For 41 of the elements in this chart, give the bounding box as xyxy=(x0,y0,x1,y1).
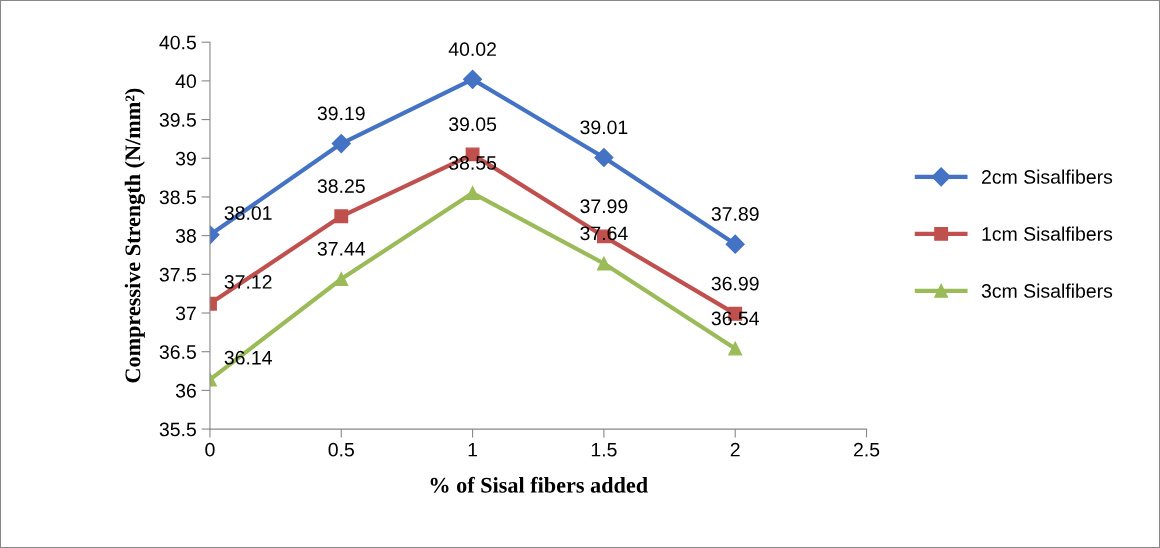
y-tick-label: 40 xyxy=(175,74,197,89)
data-label: 36.99 xyxy=(711,276,759,291)
x-tick-label: 1 xyxy=(468,442,478,457)
data-label: 39.01 xyxy=(580,120,628,135)
data-label: 38.25 xyxy=(317,179,365,194)
y-tick-label: 37 xyxy=(175,306,196,321)
y-tick-label: 38.5 xyxy=(159,190,196,205)
x-tick-label: 1.5 xyxy=(591,442,617,457)
x-tick-label: 0 xyxy=(205,442,215,457)
point xyxy=(594,147,614,168)
point xyxy=(725,234,745,254)
y-tick-label: 40.5 xyxy=(159,35,196,50)
point xyxy=(463,69,483,89)
point xyxy=(728,341,743,356)
legend-label: 1cm Sisalfibers xyxy=(982,226,1113,241)
legend-label: 2cm Sisalfibers xyxy=(981,169,1113,184)
y-tick-label: 36.5 xyxy=(159,345,196,359)
point xyxy=(596,256,611,271)
point xyxy=(331,134,351,154)
y-axis-title: Compressive Strength (N/mm²) xyxy=(124,88,146,383)
point xyxy=(465,186,480,201)
y-tick-label: 37.5 xyxy=(159,267,196,282)
data-label: 37.44 xyxy=(317,241,366,256)
legend-label: 3cm Sisalfibers xyxy=(981,283,1113,298)
y-tick-label: 35.5 xyxy=(159,422,196,437)
x-tick-label: 0.5 xyxy=(328,442,354,457)
data-label: 39.05 xyxy=(449,117,497,132)
x-tick-label: 2 xyxy=(730,442,740,457)
data-label: 37.89 xyxy=(711,207,759,221)
y-tick-label: 39.5 xyxy=(159,113,196,127)
y-tick-label: 39 xyxy=(175,151,196,166)
data-label: 40.02 xyxy=(448,42,496,57)
y-tick-label: 38 xyxy=(175,229,196,243)
y-tick-label: 36 xyxy=(175,383,196,398)
x-tick-label: 2.5 xyxy=(853,442,880,457)
data-label: 37.99 xyxy=(580,199,628,214)
point xyxy=(334,272,349,286)
point xyxy=(334,209,349,224)
data-label: 39.19 xyxy=(317,106,365,121)
x-axis-title: % of Sisal fibers added xyxy=(430,476,648,493)
data-label: 36.54 xyxy=(711,311,759,326)
